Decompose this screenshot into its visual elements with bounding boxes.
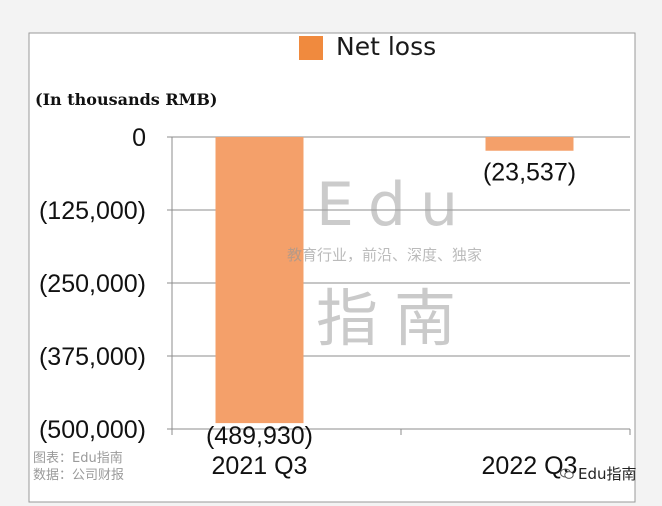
bar-2021-q3: [215, 137, 304, 424]
y-tick-label: (250,000): [39, 270, 146, 298]
data-label: (489,930): [206, 422, 313, 450]
brand-label: Edu指南: [578, 465, 637, 483]
y-tick-label: (375,000): [39, 343, 146, 371]
bar-2022-q3: [485, 137, 574, 151]
legend-swatch: [299, 36, 323, 60]
y-tick-label: 0: [132, 124, 146, 152]
watermark-edu: Edu: [316, 170, 473, 240]
watermark-cn: 指南: [316, 282, 473, 355]
legend-label: Net loss: [336, 32, 437, 61]
data-label: (23,537): [483, 159, 576, 187]
y-unit-label: (In thousands RMB): [35, 90, 218, 109]
chart-frame: [28, 32, 636, 503]
y-tick-label: (500,000): [39, 416, 146, 444]
source-data-credit: 数据：公司财报: [33, 468, 125, 483]
watermark-tagline: 教育行业，前沿、深度、独家: [287, 246, 483, 264]
x-tick-label: 2021 Q3: [212, 452, 308, 480]
wechat-icon: [560, 468, 574, 479]
source-chart-credit: 图表：Edu指南: [33, 451, 123, 466]
y-tick-label: (125,000): [39, 197, 146, 225]
